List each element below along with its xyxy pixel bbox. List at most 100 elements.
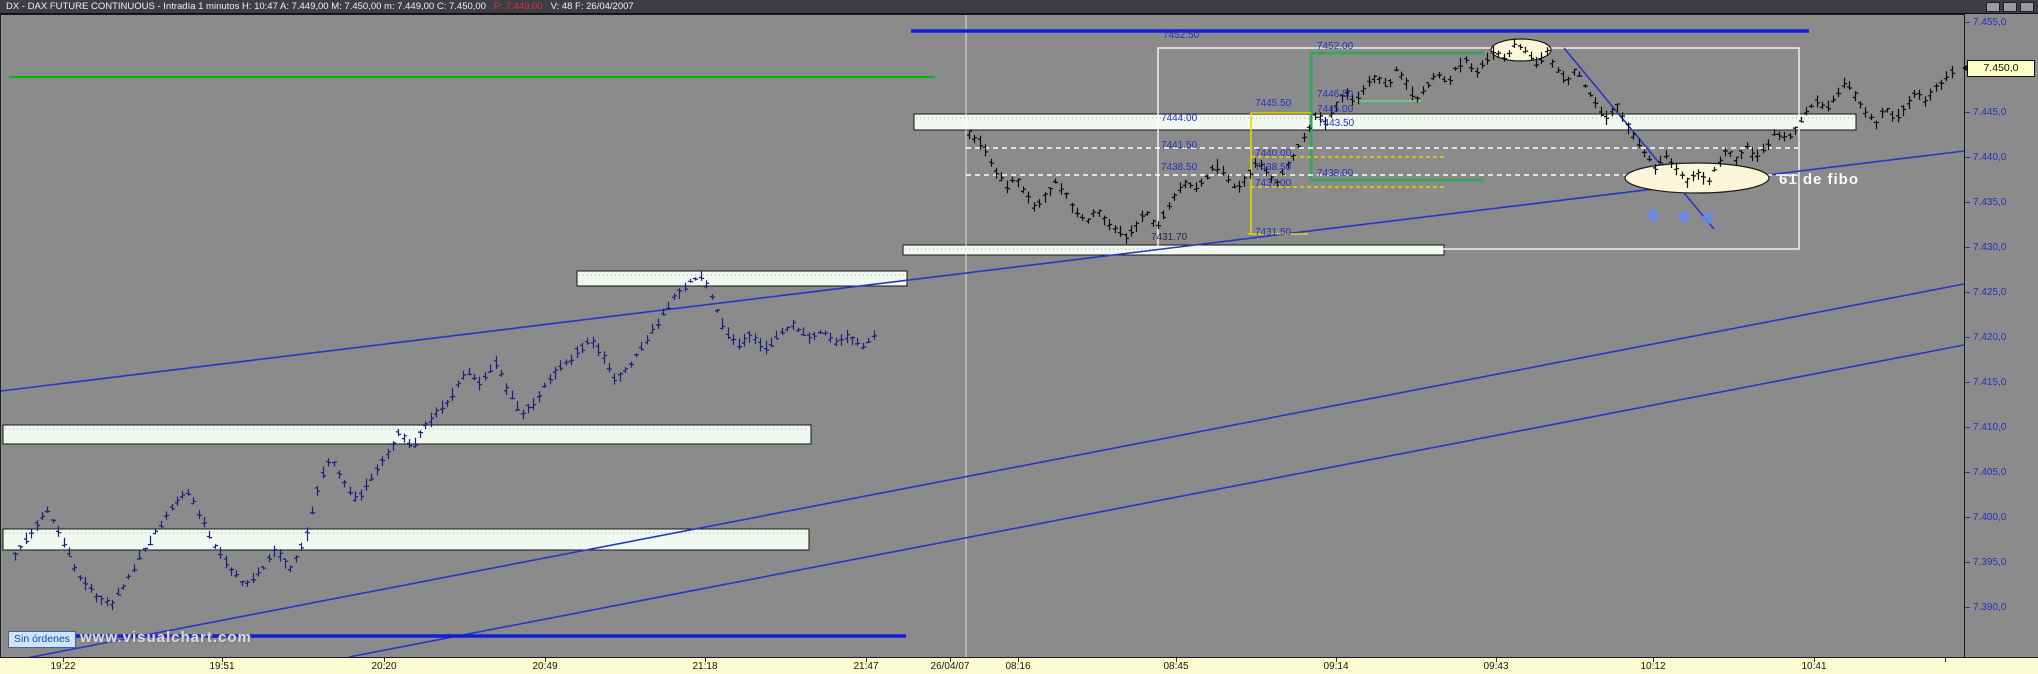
blue-diamond-marker [1646,208,1660,222]
close-icon[interactable] [2020,2,2034,12]
price-tick-label: 7.435,0 [1973,197,2007,208]
ohlc-bars-morning-26-04 [966,38,1956,244]
price-tick-label: 7.440,0 [1973,152,2007,163]
price-tick-label: 7.400,0 [1973,512,2007,523]
trend-line [27,283,1965,657]
highlight-ellipse [1624,162,1770,194]
price-tick [1965,157,1970,158]
price-annotation-label: 7445.50 [1255,98,1292,109]
support-resistance-band [2,424,812,445]
price-tick-label: 7.410,0 [1973,422,2007,433]
price-axis-item: 7.400,0 [1965,512,2038,524]
time-tick [222,658,223,662]
price-annotation-label: 7431.70 [1151,232,1188,243]
trend-line [1,150,1965,392]
visualchart-watermark: www.visualchart.com [80,629,252,646]
time-tick-label: 21:47 [853,661,879,672]
price-axis-item: 7.420,0 [1965,332,2038,344]
price-axis-item: 7.405,0 [1965,467,2038,479]
price-axis-item: 7.425,0 [1965,287,2038,299]
time-axis[interactable]: 19:22 19:51 20:20 20:49 21:18 21:47 26/04/07 08… [0,657,2038,674]
trend-line [348,344,1965,657]
blue-diamond-marker [1701,211,1715,225]
price-tick [1965,22,1970,23]
time-tick-label: 19:22 [50,661,76,672]
current-price-value: 7.450,0 [1983,62,2019,74]
time-tick-label: 08:45 [1163,661,1189,672]
price-axis-item: 7.415,0 [1965,377,2038,389]
time-tick [545,658,546,662]
support-resistance-band [576,270,908,287]
price-tick-label: 7.430,0 [1973,242,2007,253]
minimize-icon[interactable] [1986,2,2000,12]
price-tick-label: 7.420,0 [1973,332,2007,343]
price-annotation-label: 7452.00 [1317,41,1354,52]
time-tick [1653,658,1654,662]
time-tick [1496,658,1497,662]
price-tick [1965,202,1970,203]
price-tick [1965,517,1970,518]
price-annotation-label: 7444.00 [1161,113,1198,124]
price-annotation-label: 7443.50 [1318,118,1355,129]
time-tick-label: 10:41 [1801,661,1827,672]
price-tick-label: 7.415,0 [1973,377,2007,388]
fibo-annotation-text: 61 de fibo [1779,171,1860,188]
highlight-ellipse [1490,38,1552,62]
time-tick-label: 19:51 [209,661,235,672]
chart-title-bar: DX - DAX FUTURE CONTINUOUS - Intradía 1 … [0,0,2038,14]
time-tick-label: 10:12 [1640,661,1666,672]
time-tick-label: 09:14 [1323,661,1349,672]
time-tick [384,658,385,662]
price-tick-label: 7.405,0 [1973,467,2007,478]
price-tick-label: 7.425,0 [1973,287,2007,298]
price-tick-label: 7.455,0 [1973,17,2007,28]
price-axis-item: 7.430,0 [1965,242,2038,254]
price-annotation-label: 7438.50 [1255,162,1292,173]
orders-status-badge: Sin órdenes [8,631,77,648]
ohlc-bars-evening-25-04 [12,271,878,611]
price-axis[interactable]: 7.455,0 7.450,0 7.445,0 7.440,0 7.435,0 7.430… [1962,14,2038,657]
time-tick-label: 09:43 [1483,661,1509,672]
price-annotation-label: 7446.50 [1317,89,1354,100]
restore-icon[interactable] [2003,2,2017,12]
time-tick [705,658,706,662]
price-axis-item: 7.390,0 [1965,602,2038,614]
price-tick [1965,247,1970,248]
price-tick [1965,292,1970,293]
price-annotation-label: 7438.50 [1161,162,1198,173]
price-annotation-label: 7441.50 [1161,140,1198,151]
chart-canvas[interactable] [1,14,1965,657]
blue-diamond-marker [1677,210,1691,224]
current-price-arrow-icon [1962,65,1967,71]
price-axis-item: 7.455,0 [1965,17,2038,29]
time-tick [63,658,64,662]
time-tick [1945,658,1946,662]
price-tick [1965,562,1970,563]
price-axis-item: 7.395,0 [1965,557,2038,569]
price-axis-item: 7.440,0 [1965,152,2038,164]
last-price-info: P: 7.449,00 [493,1,543,12]
support-resistance-band [2,528,810,551]
price-tick-label: 7.445,0 [1973,107,2007,118]
time-tick [866,658,867,662]
time-tick [1176,658,1177,662]
price-tick [1965,382,1970,383]
price-tick-label: 7.395,0 [1973,557,2007,568]
time-tick [950,658,951,662]
price-tick [1965,607,1970,608]
support-resistance-band [902,244,1445,256]
chart-area[interactable]: 7452.50 7452.00 7446.50 7445.50 7445.00 7444.… [0,14,1965,657]
price-annotation-label: 7431.50 [1255,227,1292,238]
price-axis-item: 7.435,0 [1965,197,2038,209]
support-resistance-band [913,113,1857,131]
trend-line [1563,47,1715,230]
price-annotation-label: 7438.00 [1317,168,1354,179]
volume-date-info: V: 48 F: 26/04/2007 [550,1,634,12]
price-tick [1965,427,1970,428]
price-tick-label: 7.390,0 [1973,602,2007,613]
time-tick-label: 20:20 [371,661,397,672]
time-tick-label: 08:16 [1005,661,1031,672]
price-axis-item: 7.410,0 [1965,422,2038,434]
window-buttons[interactable] [1983,2,2034,13]
